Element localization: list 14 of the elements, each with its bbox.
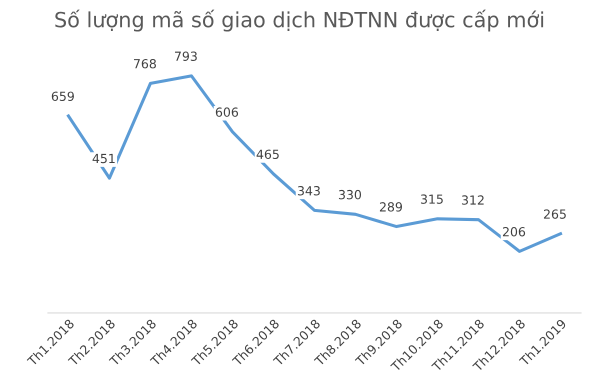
data-label: 659	[52, 92, 74, 102]
data-label: 768	[134, 58, 156, 68]
data-label: 465	[256, 150, 279, 160]
data-label: 606	[216, 107, 238, 117]
data-label: 312	[462, 195, 484, 205]
data-label: 289	[380, 202, 402, 212]
data-label: 343	[298, 186, 320, 196]
chart-title: Số lượng mã số giao dịch NĐTNN được cấp mới	[55, 10, 544, 32]
data-label: 793	[174, 52, 197, 61]
data-label: 265	[544, 209, 566, 219]
data-label: 330	[338, 190, 362, 200]
data-label: 206	[502, 226, 526, 236]
data-label: 451	[92, 154, 115, 164]
data-label: 315	[420, 194, 443, 204]
